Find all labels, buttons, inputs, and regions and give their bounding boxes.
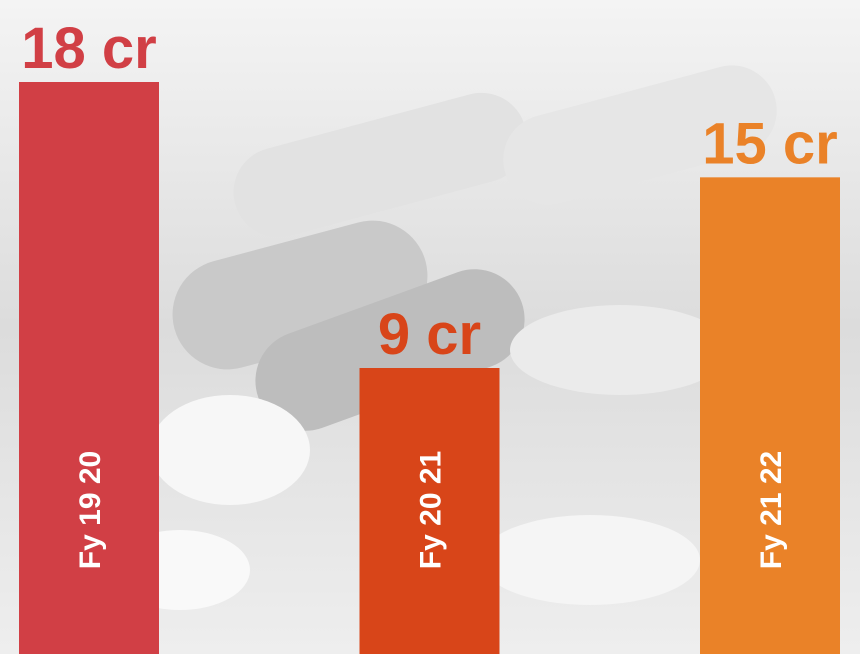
category-label: Fy 19 20 (74, 451, 107, 569)
bar (700, 177, 840, 654)
value-label: 18 cr (21, 16, 156, 81)
value-label: 15 cr (702, 111, 837, 176)
category-label: Fy 20 21 (415, 451, 448, 569)
chart: 18 cr Fy 19 20 9 cr Fy 20 21 15 cr Fy 21 22 (0, 0, 860, 654)
value-label: 9 cr (378, 302, 481, 367)
category-label: Fy 21 22 (755, 451, 788, 569)
